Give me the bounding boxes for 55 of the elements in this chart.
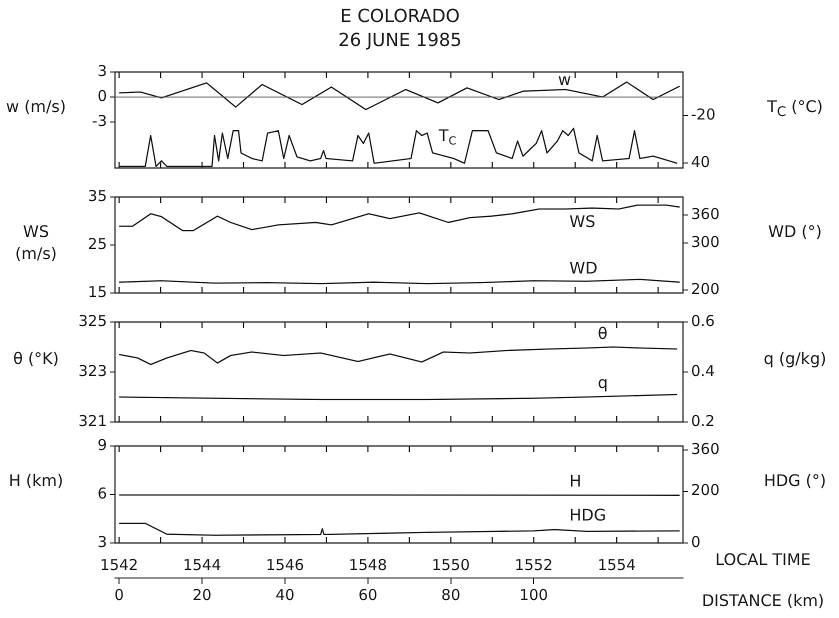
series-label: q (598, 373, 608, 392)
y2-tick-label: 360 (691, 204, 720, 223)
y-axis-title: w (m/s) (5, 96, 67, 118)
y-tick-label: 35 (88, 186, 107, 205)
x2-tick-label: 0 (114, 586, 124, 604)
x2-axis-title: DISTANCE (km) (700, 590, 826, 612)
y-axis-title: θ (°K) (12, 348, 60, 370)
y-tick-label: 6 (97, 484, 107, 502)
y-tick-label: 325 (78, 312, 107, 330)
y2-tick-label: 200 (691, 280, 720, 298)
y-tick-label: 9 (97, 436, 107, 454)
y2-tick-label: 0.2 (691, 412, 715, 430)
y2-axis-title: HDG (°) (762, 470, 828, 492)
x2-tick-label: 40 (275, 586, 295, 604)
y-tick-label: 25 (88, 234, 107, 253)
y-tick-label: 3 (97, 62, 107, 80)
x-tick-label: 1544 (182, 556, 222, 574)
y2-axis-title: WD (°) (767, 220, 823, 242)
y2-tick-label: 200 (691, 481, 720, 500)
chart-title: E COLORADO (339, 6, 461, 27)
chart-subtitle: 26 JUNE 1985 (337, 30, 463, 51)
y2-tick-label: 0.4 (691, 362, 715, 380)
x-tick-label: 1552 (514, 556, 553, 574)
y-tick-label: -3 (92, 112, 107, 130)
series-label: HDG (569, 506, 606, 525)
y2-tick-label: -20 (691, 106, 716, 124)
x2-tick-label: 100 (519, 586, 548, 604)
y2-axis-title: T$_{C}$ (°C) (766, 96, 824, 122)
y2-tick-label: 0.6 (691, 312, 715, 330)
x2-tick-label: 60 (358, 586, 378, 604)
y-tick-label: 0 (97, 86, 107, 105)
y-tick-label: 323 (78, 362, 107, 380)
y2-tick-label: 40 (691, 153, 710, 172)
x2-tick-label: 20 (192, 586, 212, 604)
y-tick-label: 321 (78, 412, 107, 430)
y2-tick-label: 360 (691, 440, 720, 458)
x-tick-label: 1554 (598, 556, 636, 574)
y2-tick-label: 300 (691, 233, 720, 252)
y-axis-title: WS (m/s) (14, 220, 58, 264)
legend-label: WS (569, 212, 596, 232)
x-axis-title: LOCAL TIME (714, 549, 812, 571)
y2-axis-title: q (g/kg) (762, 348, 828, 370)
y-axis-title: H (km) (8, 470, 64, 492)
x-tick-label: 1550 (432, 556, 470, 574)
series-label: WD (569, 258, 598, 278)
legend-label: w (558, 70, 572, 90)
x-tick-label: 1546 (266, 556, 304, 574)
y-tick-label: 15 (88, 282, 107, 301)
legend-label: θ (598, 324, 608, 344)
x-tick-label: 1548 (348, 556, 387, 574)
y2-tick-label: 0 (691, 532, 701, 551)
y-tick-label: 3 (97, 532, 107, 551)
x-tick-label: 1542 (100, 556, 138, 574)
series-label: H (569, 471, 582, 490)
x2-tick-label: 80 (441, 586, 460, 604)
